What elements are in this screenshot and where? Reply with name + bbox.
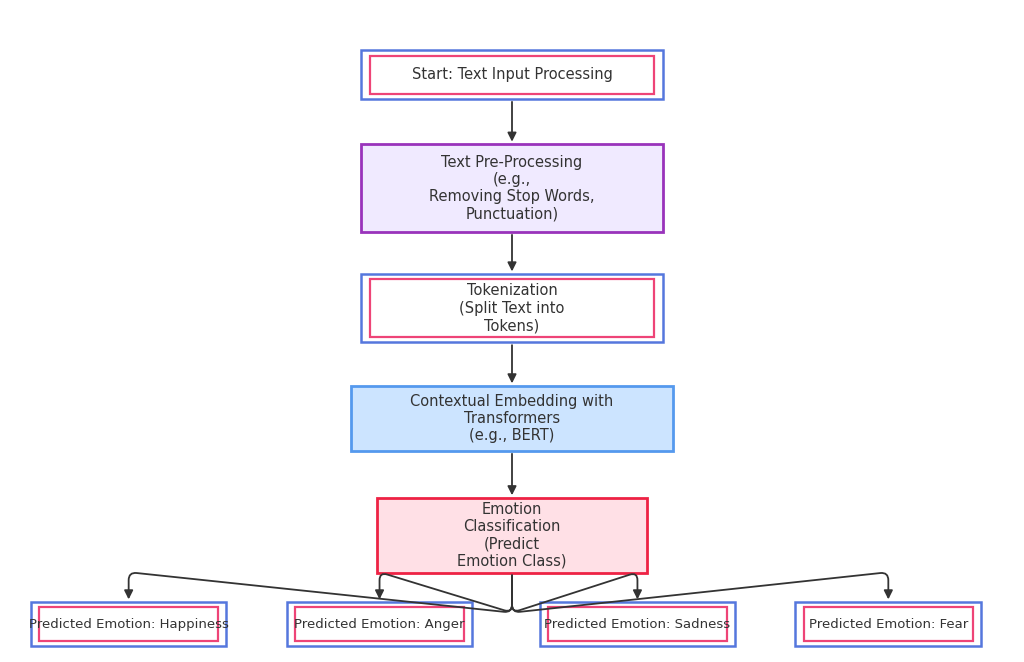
Text: Predicted Emotion: Fear: Predicted Emotion: Fear bbox=[809, 618, 968, 631]
Text: Predicted Emotion: Happiness: Predicted Emotion: Happiness bbox=[29, 618, 228, 631]
FancyBboxPatch shape bbox=[377, 498, 647, 573]
Text: Text Pre-Processing
(e.g.,
Removing Stop Words,
Punctuation): Text Pre-Processing (e.g., Removing Stop… bbox=[429, 155, 595, 222]
FancyBboxPatch shape bbox=[361, 50, 663, 99]
FancyBboxPatch shape bbox=[31, 602, 226, 646]
Text: Emotion
Classification
(Predict
Emotion Class): Emotion Classification (Predict Emotion … bbox=[458, 502, 566, 569]
Text: Start: Text Input Processing: Start: Text Input Processing bbox=[412, 68, 612, 82]
FancyBboxPatch shape bbox=[351, 386, 673, 451]
FancyBboxPatch shape bbox=[540, 602, 735, 646]
Text: Predicted Emotion: Sadness: Predicted Emotion: Sadness bbox=[545, 618, 730, 631]
FancyBboxPatch shape bbox=[796, 602, 981, 646]
FancyBboxPatch shape bbox=[287, 602, 472, 646]
Text: Tokenization
(Split Text into
Tokens): Tokenization (Split Text into Tokens) bbox=[460, 283, 564, 333]
FancyBboxPatch shape bbox=[361, 144, 663, 232]
Text: Contextual Embedding with
Transformers
(e.g., BERT): Contextual Embedding with Transformers (… bbox=[411, 394, 613, 444]
FancyBboxPatch shape bbox=[361, 274, 663, 342]
Text: Predicted Emotion: Anger: Predicted Emotion: Anger bbox=[294, 618, 465, 631]
